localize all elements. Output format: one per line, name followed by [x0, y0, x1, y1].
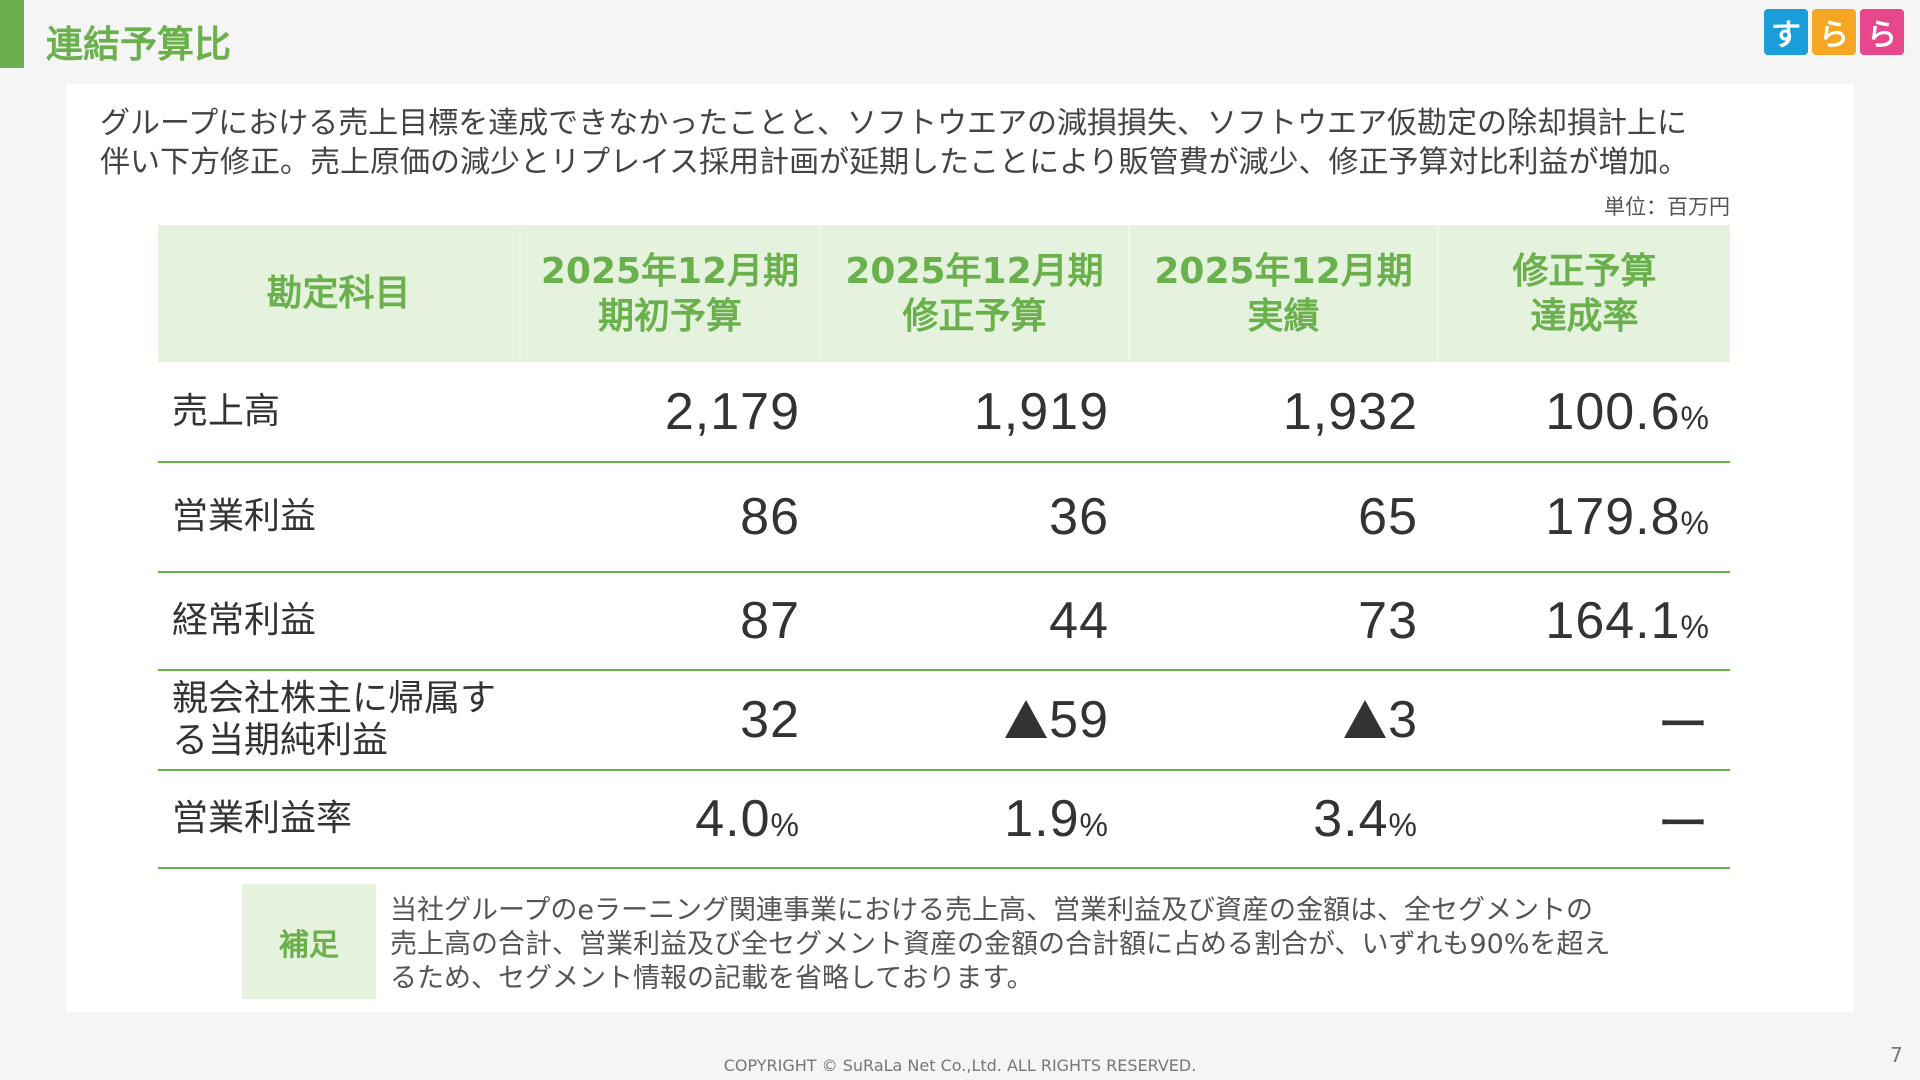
table-header-row: 勘定科目 2025年12月期 期初予算 2025年12月期 修正予算 2025年12… — [158, 225, 1730, 362]
page-title: 連結予算比 — [46, 23, 231, 66]
cell-actual: 3 — [1129, 670, 1438, 771]
cell-initial: 87 — [520, 572, 820, 671]
table-row-operating-margin: 営業利益率 4.0% 1.9% 3.4% ー — [158, 770, 1730, 869]
title-bar: 連結予算比 す ら ら — [0, 0, 1920, 70]
row-label: 売上高 — [158, 362, 520, 463]
unit-label: 単位：百万円 — [1604, 195, 1730, 219]
logo-tile-ra-2: ら — [1860, 9, 1904, 55]
surala-logo: す ら ら — [1764, 9, 1904, 55]
cell-initial: 4.0% — [520, 770, 820, 869]
table-row-ordinary-profit: 経常利益 87 44 73 164.1% — [158, 572, 1730, 671]
cell-initial: 86 — [520, 462, 820, 573]
cell-actual: 73 — [1129, 572, 1438, 671]
title-accent-bar — [0, 0, 24, 68]
cell-rate: ー — [1438, 670, 1730, 771]
row-label: 親会社株主に帰属す る当期純利益 — [158, 670, 520, 771]
header-actual: 2025年12月期 実績 — [1129, 225, 1439, 362]
cell-actual: 1,932 — [1129, 362, 1438, 463]
cell-rate: 164.1% — [1438, 572, 1730, 671]
page-number: 7 — [1890, 1043, 1903, 1067]
cell-revised: 44 — [820, 572, 1129, 671]
copyright-footer: COPYRIGHT © SuRaLa Net Co.,Ltd. ALL RIGH… — [723, 1056, 1197, 1075]
cell-revised: 36 — [820, 462, 1129, 573]
cell-actual: 65 — [1129, 462, 1438, 573]
header-initial-budget: 2025年12月期 期初予算 — [520, 225, 821, 362]
logo-tile-ra-1: ら — [1812, 9, 1856, 55]
note-line-2: 売上高の合計、営業利益及び全セグメント資産の金額の合計額に占める割合が、いずれも… — [390, 929, 1611, 960]
note-line-3: るため、セグメント情報の記載を省略しております。 — [390, 963, 1034, 994]
header-revised-budget: 2025年12月期 修正予算 — [820, 225, 1130, 362]
lead-line-1: グループにおける売上目標を達成できなかったことと、ソフトウエアの減損損失、ソフト… — [100, 106, 1687, 141]
cell-actual: 3.4% — [1129, 770, 1438, 869]
row-label: 経常利益 — [158, 572, 520, 671]
cell-rate: 179.8% — [1438, 462, 1730, 573]
cell-initial: 32 — [520, 670, 820, 771]
note-text: 当社グループのeラーニング関連事業における売上高、営業利益及び資産の金額は、全セ… — [390, 894, 1690, 996]
budget-comparison-table: 勘定科目 2025年12月期 期初予算 2025年12月期 修正予算 2025年12… — [158, 225, 1730, 869]
cell-revised: 1,919 — [820, 362, 1129, 463]
cell-revised: 59 — [820, 670, 1129, 771]
logo-tile-su: す — [1764, 9, 1808, 55]
lead-text: グループにおける売上目標を達成できなかったことと、ソフトウエアの減損損失、ソフト… — [100, 104, 1820, 182]
table-row-net-income: 親会社株主に帰属す る当期純利益 32 59 3 ー — [158, 670, 1730, 771]
row-label: 営業利益率 — [158, 770, 520, 869]
table-row-operating-profit: 営業利益 86 36 65 179.8% — [158, 462, 1730, 573]
negative-triangle-icon — [1344, 700, 1387, 738]
lead-line-2: 伴い下方修正。売上原価の減少とリプレイス採用計画が延期したことにより販管費が減少… — [100, 145, 1689, 180]
negative-triangle-icon — [1005, 700, 1048, 738]
table-row-sales: 売上高 2,179 1,919 1,932 100.6% — [158, 362, 1730, 463]
cell-rate: 100.6% — [1438, 362, 1730, 463]
cell-initial: 2,179 — [520, 362, 820, 463]
header-achievement-rate: 修正予算 達成率 — [1438, 225, 1730, 362]
header-account: 勘定科目 — [158, 225, 521, 362]
cell-rate: ー — [1438, 770, 1730, 869]
note-label: 補足 — [242, 884, 376, 999]
note-line-1: 当社グループのeラーニング関連事業における売上高、営業利益及び資産の金額は、全セ… — [390, 895, 1593, 926]
row-label: 営業利益 — [158, 462, 520, 573]
cell-revised: 1.9% — [820, 770, 1129, 869]
